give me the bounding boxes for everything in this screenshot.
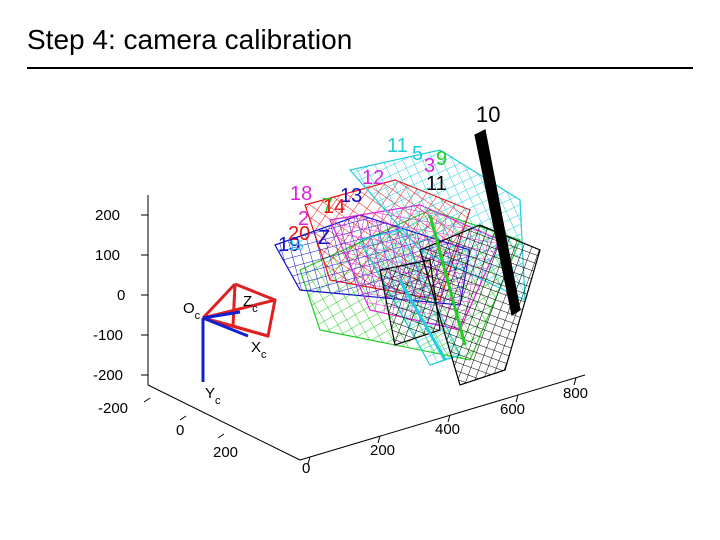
plot-axes xyxy=(141,195,586,465)
camera-x-label: Xc xyxy=(251,339,267,361)
z-tick-labels: 200 100 0 -100 -200 xyxy=(93,207,125,384)
grid-label: 7 xyxy=(322,195,333,217)
grid-label: Z xyxy=(318,227,330,249)
grid-label: 2 xyxy=(298,208,309,230)
x-tick-label: 600 xyxy=(500,401,525,418)
x-tick-label: 800 xyxy=(563,385,588,402)
y-tick-label: 0 xyxy=(176,422,184,439)
x-tick-labels: 0 200 400 600 800 xyxy=(302,385,588,477)
grid-plane-black-edge xyxy=(474,129,521,316)
z-tick-label: 100 xyxy=(95,247,120,264)
camera-x-letter: X xyxy=(251,339,261,356)
y-tick-label: 200 xyxy=(213,444,238,461)
camera-z-letter: Z xyxy=(243,293,252,310)
grid-label: 20 xyxy=(288,223,310,245)
grid-label: 18 xyxy=(290,183,312,205)
camera-origin-label: Oc xyxy=(183,300,201,322)
z-tick-label: 0 xyxy=(117,287,125,304)
camera-x-sub: c xyxy=(261,349,267,361)
camera-y-sub: c xyxy=(215,395,221,407)
z-tick-label: -100 xyxy=(93,327,123,344)
y-tick-label: -200 xyxy=(98,400,128,417)
camera-x-axis xyxy=(202,316,249,338)
grid-label: 13 xyxy=(340,185,362,207)
x-tick-label: 400 xyxy=(435,421,460,438)
grid-label: 11 xyxy=(426,173,447,195)
y-tick-labels: -200 0 200 xyxy=(98,400,238,461)
grid-label: 14 xyxy=(323,196,345,218)
camera-z-axis xyxy=(202,310,241,320)
camera-axes xyxy=(201,310,249,382)
x-tick-label: 0 xyxy=(302,460,310,477)
calibration-grids xyxy=(274,129,541,386)
grid-label: 3 xyxy=(424,155,435,177)
slide-title: Step 4: camera calibration xyxy=(27,24,353,55)
grid-index-labels: 10 11 5 9 3 11 12 18 13 7 14 2 20 Z 19 1… xyxy=(278,102,500,256)
grid-edge-green xyxy=(428,214,467,346)
camera-y-label: Yc xyxy=(205,385,221,407)
grid-edge-cyan xyxy=(398,279,447,361)
grid-label: 11 xyxy=(387,135,408,157)
x-axis-line xyxy=(299,374,586,461)
grid-label: 19 xyxy=(278,234,300,256)
grid-label: 12 xyxy=(362,167,384,189)
camera-origin-sub: c xyxy=(195,310,201,322)
camera-z-sub: c xyxy=(252,303,258,315)
grid-label: 15 xyxy=(288,237,304,253)
z-tick-label: 200 xyxy=(95,207,120,224)
z-tick-label: -200 xyxy=(93,367,123,384)
camera-labels: Oc Zc Xc Yc xyxy=(183,293,267,407)
y-axis-line xyxy=(147,384,301,461)
x-tick-label: 200 xyxy=(370,442,395,459)
title-divider xyxy=(27,67,693,69)
grid-label: 5 xyxy=(412,143,423,165)
camera-origin-letter: O xyxy=(183,300,195,317)
camera-y-letter: Y xyxy=(205,385,215,402)
grid-label: 10 xyxy=(476,102,500,127)
grid-label: 9 xyxy=(436,148,447,170)
camera-frame xyxy=(201,282,277,338)
camera-z-label: Zc xyxy=(243,293,258,315)
